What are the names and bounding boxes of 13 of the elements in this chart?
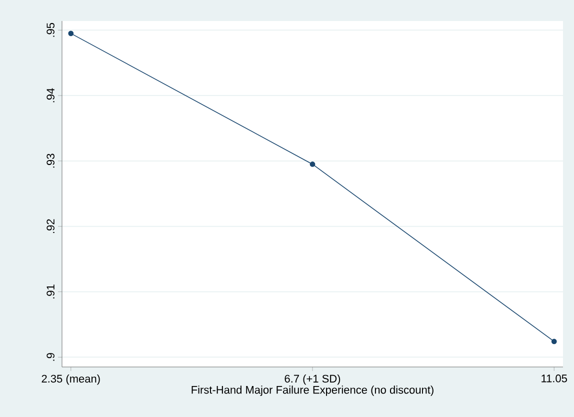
x-tick-label: 6.7 (+1 SD): [284, 374, 340, 385]
point: [551, 338, 557, 344]
y-tick-label: .93: [46, 154, 54, 168]
y-tick-label: .91: [46, 284, 54, 298]
x-axis-title: First-Hand Major Failure Experience (no discount): [192, 386, 434, 396]
point: [310, 162, 316, 167]
point: [68, 30, 74, 36]
y-tick-label: .92: [46, 219, 54, 234]
x-tick-label: 2.35 (mean): [42, 374, 100, 385]
x-tick-label: 11.05: [542, 374, 567, 382]
y-tick-label: .94: [46, 88, 54, 102]
y-tick-label: .95: [46, 22, 54, 37]
y-tick-label: .9: [46, 353, 54, 361]
